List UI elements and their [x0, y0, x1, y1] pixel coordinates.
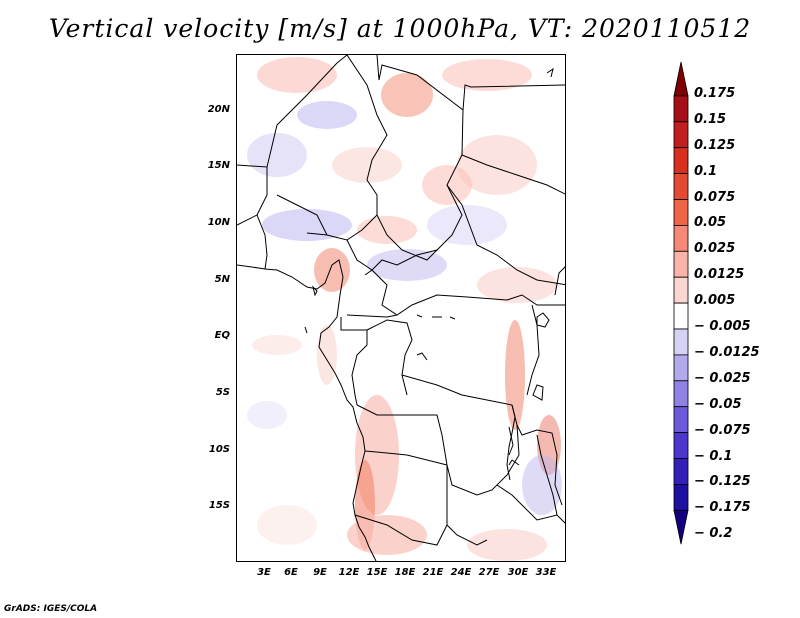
lon-label-15e: 15E: [366, 567, 388, 578]
colorbar-tick-label: 0.15: [694, 111, 727, 127]
lon-label-3e: 3E: [257, 567, 271, 578]
colorbar-segment: [673, 483, 689, 511]
colorbar-segment: [673, 509, 689, 545]
colorbar-segment: [673, 121, 689, 149]
lon-label-6e: 6E: [284, 567, 298, 578]
colorbar-segment: [673, 354, 689, 382]
colorbar-segment: [673, 61, 689, 97]
lon-label-33e: 33E: [535, 567, 557, 578]
colorbar-tick-label: − 0.1: [694, 448, 733, 464]
colorbar-tick-label: − 0.2: [694, 526, 733, 542]
lat-label-15s: 15S: [208, 500, 230, 511]
vertical-velocity-map: [237, 55, 565, 561]
lon-label-30e: 30E: [507, 567, 529, 578]
colorbar-tick-label: 0.075: [694, 189, 736, 205]
colorbar-segment: [673, 432, 689, 459]
colorbar-tick-label: 0.175: [694, 85, 736, 101]
colorbar-tick-label: − 0.005: [694, 319, 751, 334]
colorbar-tick-label: 0.05: [694, 215, 727, 231]
colorbar-segment: [673, 458, 689, 485]
colorbar-tick-label: − 0.175: [694, 500, 751, 516]
colorbar-tick-label: 0.125: [694, 137, 736, 153]
colorbar-tick-label: − 0.125: [694, 474, 751, 490]
lat-label-15n: 15N: [207, 160, 230, 171]
colorbar-tick-label: − 0.025: [694, 370, 751, 386]
lon-label-18e: 18E: [394, 567, 416, 578]
lat-label-5s: 5S: [215, 387, 230, 398]
colorbar-segment: [673, 250, 689, 278]
colorbar-segment: [673, 95, 689, 123]
colorbar-segment: [673, 147, 689, 174]
coastlines-borders: [237, 55, 565, 561]
colorbar-segment: [673, 224, 689, 252]
lon-label-21e: 21E: [422, 567, 444, 578]
colorbar-segment: [673, 276, 689, 304]
lat-label-5n: 5N: [214, 274, 230, 285]
lon-label-9e: 9E: [313, 567, 327, 578]
colorbar-tick-label: − 0.075: [694, 422, 751, 438]
colorbar-segment: [673, 406, 689, 434]
lat-label-20n: 20N: [207, 104, 230, 115]
colorbar-tick-label: 0.005: [694, 293, 736, 309]
colorbar-segment: [673, 328, 689, 356]
colorbar-segment: [673, 199, 689, 226]
velocity-shading: [247, 57, 562, 561]
map-panel: [236, 54, 566, 562]
colorbar-tick-label: 0.0125: [694, 267, 745, 283]
colorbar: [673, 61, 689, 545]
lat-label-10s: 10S: [208, 444, 230, 455]
colorbar-tick-label: 0.025: [694, 241, 736, 257]
chart-title: Vertical velocity [m/s] at 1000hPa, VT: …: [48, 14, 752, 43]
lat-label-eq: EQ: [214, 330, 230, 341]
colorbar-tick-label: 0.1: [694, 163, 718, 179]
lon-label-12e: 12E: [338, 567, 360, 578]
lon-label-24e: 24E: [450, 567, 472, 578]
colorbar-segment: [673, 302, 689, 330]
colorbar-tick-label: − 0.05: [694, 396, 742, 412]
colorbar-segment: [673, 173, 689, 200]
colorbar-tick-label: − 0.0125: [694, 344, 760, 360]
credit-text: GrADS: IGES/COLA: [4, 604, 98, 614]
lon-label-27e: 27E: [478, 567, 500, 578]
lat-label-10n: 10N: [207, 217, 230, 228]
colorbar-segment: [673, 380, 689, 408]
